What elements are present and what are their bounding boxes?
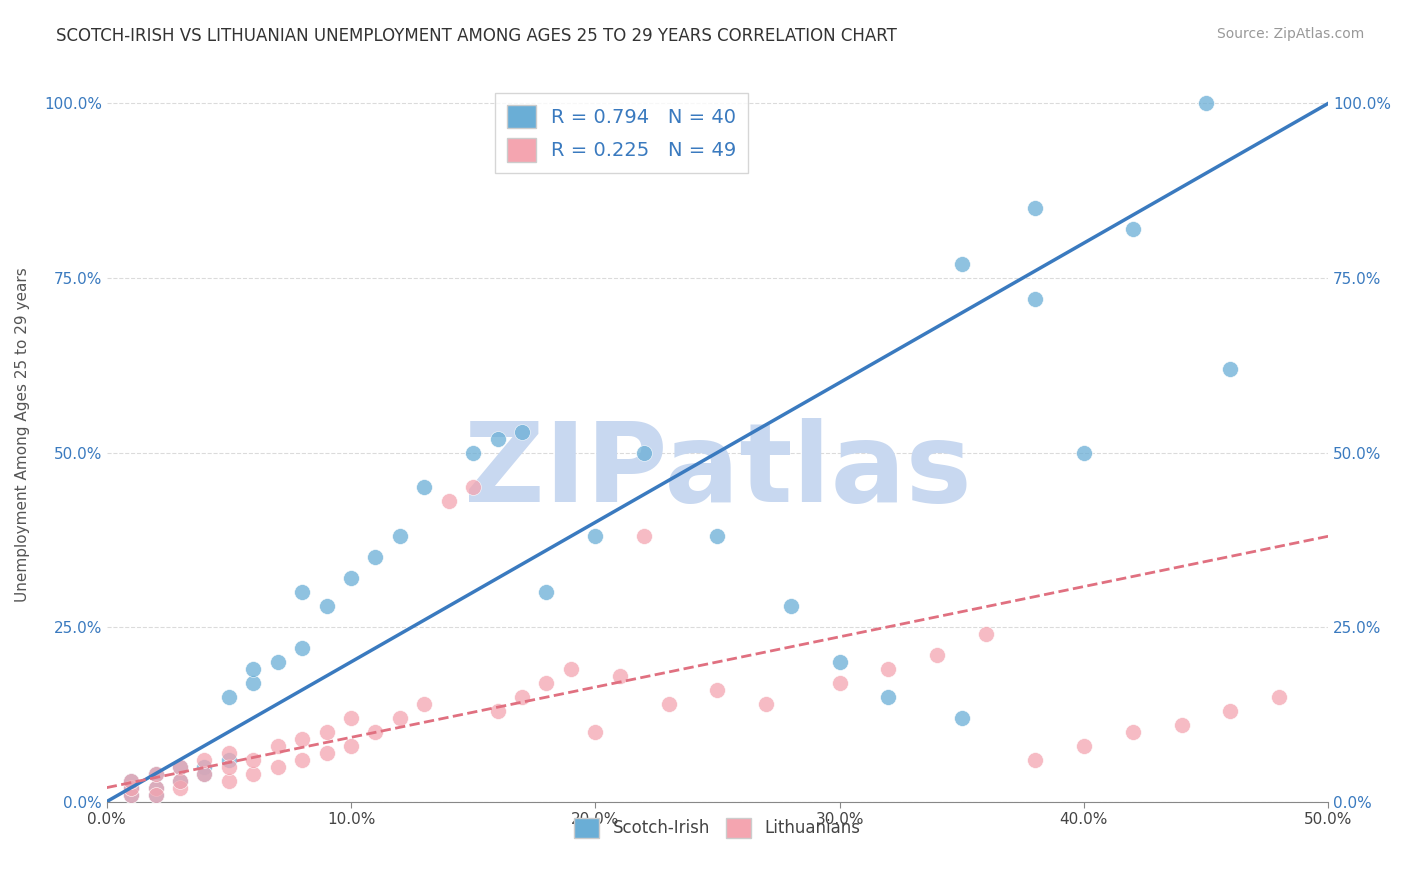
Point [706,529,728,543]
Point [609,669,631,683]
Point [218,746,240,760]
Point [1195,96,1218,111]
Point [242,662,264,676]
Text: ZIPatlas: ZIPatlas [464,418,972,525]
Point [463,480,485,494]
Point [145,766,167,780]
Point [633,445,655,459]
Point [169,759,191,773]
Point [193,759,215,773]
Point [486,432,509,446]
Point [291,753,314,767]
Point [340,571,363,585]
Point [291,640,314,655]
Text: Source: ZipAtlas.com: Source: ZipAtlas.com [1216,27,1364,41]
Point [120,780,142,795]
Point [388,711,411,725]
Point [145,788,167,802]
Point [315,599,337,613]
Point [291,731,314,746]
Point [413,697,436,711]
Point [536,676,558,690]
Point [755,697,778,711]
Point [218,759,240,773]
Point [169,780,191,795]
Point [242,766,264,780]
Point [340,739,363,753]
Point [1170,718,1192,732]
Point [267,655,290,669]
Point [1024,753,1046,767]
Point [120,773,142,788]
Point [877,690,900,704]
Point [974,627,997,641]
Point [950,711,973,725]
Point [1268,690,1291,704]
Point [927,648,949,662]
Point [193,766,215,780]
Point [510,425,533,439]
Point [364,724,387,739]
Point [218,773,240,788]
Point [950,257,973,271]
Point [145,766,167,780]
Point [1219,361,1241,376]
Point [1024,292,1046,306]
Point [120,788,142,802]
Point [560,662,582,676]
Point [218,690,240,704]
Point [1122,222,1144,236]
Point [1122,724,1144,739]
Point [145,788,167,802]
Point [779,599,801,613]
Point [169,773,191,788]
Point [120,780,142,795]
Point [169,759,191,773]
Point [267,759,290,773]
Text: SCOTCH-IRISH VS LITHUANIAN UNEMPLOYMENT AMONG AGES 25 TO 29 YEARS CORRELATION CH: SCOTCH-IRISH VS LITHUANIAN UNEMPLOYMENT … [56,27,897,45]
Point [583,529,606,543]
Point [169,773,191,788]
Legend: Scotch-Irish, Lithuanians: Scotch-Irish, Lithuanians [568,811,868,845]
Point [364,550,387,565]
Point [340,711,363,725]
Point [267,739,290,753]
Y-axis label: Unemployment Among Ages 25 to 29 years: Unemployment Among Ages 25 to 29 years [15,268,30,602]
Point [242,753,264,767]
Point [218,753,240,767]
Point [193,753,215,767]
Point [583,724,606,739]
Point [413,480,436,494]
Point [828,655,851,669]
Point [1024,201,1046,215]
Point [877,662,900,676]
Point [315,746,337,760]
Point [1219,704,1241,718]
Point [463,445,485,459]
Point [1073,739,1095,753]
Point [388,529,411,543]
Point [242,676,264,690]
Point [193,766,215,780]
Point [658,697,681,711]
Point [828,676,851,690]
Point [120,788,142,802]
Point [510,690,533,704]
Point [145,780,167,795]
Point [633,529,655,543]
Point [145,780,167,795]
Point [536,585,558,599]
Point [706,682,728,697]
Point [486,704,509,718]
Point [437,494,460,508]
Point [1073,445,1095,459]
Point [315,724,337,739]
Point [291,585,314,599]
Point [120,773,142,788]
